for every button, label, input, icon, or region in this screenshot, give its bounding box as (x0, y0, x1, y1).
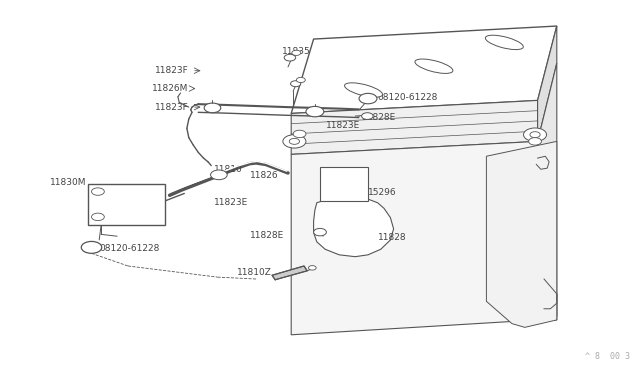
Circle shape (530, 132, 540, 138)
Circle shape (296, 77, 305, 83)
Polygon shape (272, 266, 307, 280)
Circle shape (284, 54, 296, 61)
Polygon shape (291, 26, 557, 113)
Circle shape (359, 93, 377, 104)
Text: ^ 8  00 3: ^ 8 00 3 (586, 352, 630, 361)
Text: 15296: 15296 (368, 188, 397, 197)
Circle shape (283, 135, 306, 148)
Text: 11823E: 11823E (214, 198, 249, 207)
Polygon shape (88, 184, 165, 225)
Ellipse shape (415, 59, 453, 73)
Polygon shape (538, 26, 557, 141)
Circle shape (92, 188, 104, 195)
Circle shape (529, 138, 541, 145)
Circle shape (204, 103, 221, 113)
Text: 11828: 11828 (378, 233, 406, 242)
Text: 08120-61228: 08120-61228 (378, 93, 438, 102)
Circle shape (306, 106, 324, 117)
Text: B: B (89, 243, 94, 252)
Text: 11810: 11810 (214, 165, 243, 174)
Text: 11826M: 11826M (152, 84, 189, 93)
Text: 11826: 11826 (250, 171, 278, 180)
Polygon shape (320, 167, 368, 201)
Polygon shape (314, 196, 394, 257)
Circle shape (362, 113, 373, 119)
Text: 11828E: 11828E (362, 113, 396, 122)
Ellipse shape (344, 83, 383, 97)
Circle shape (289, 138, 300, 144)
Circle shape (314, 228, 326, 236)
Text: 11823E: 11823E (326, 121, 361, 130)
Circle shape (291, 81, 301, 87)
Text: 11835: 11835 (282, 47, 310, 56)
Polygon shape (538, 63, 557, 320)
Text: B: B (365, 94, 371, 103)
Text: 11828E: 11828E (250, 231, 284, 240)
Circle shape (292, 50, 301, 55)
Circle shape (81, 241, 102, 253)
Polygon shape (291, 141, 538, 335)
Text: 11823F: 11823F (155, 103, 189, 112)
Text: 08120-61228: 08120-61228 (99, 244, 159, 253)
Text: 11823F: 11823F (155, 66, 189, 75)
Circle shape (92, 213, 104, 221)
Circle shape (308, 266, 316, 270)
Text: 11810Z: 11810Z (237, 268, 271, 277)
Polygon shape (486, 141, 557, 327)
Circle shape (293, 130, 306, 138)
Polygon shape (291, 100, 538, 154)
Circle shape (211, 170, 227, 180)
Polygon shape (538, 294, 557, 320)
Text: 11830M: 11830M (50, 178, 86, 187)
Circle shape (524, 128, 547, 141)
Ellipse shape (485, 35, 524, 49)
